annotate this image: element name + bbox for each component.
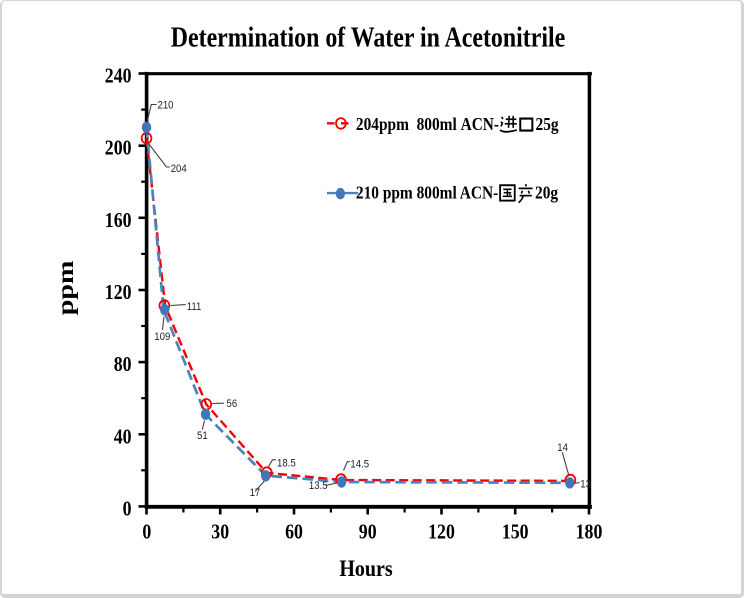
svg-text:14: 14 <box>557 443 568 455</box>
svg-text:Hours: Hours <box>339 556 392 582</box>
svg-text:204: 204 <box>171 163 187 175</box>
svg-text:40: 40 <box>114 425 132 449</box>
svg-text:210: 210 <box>158 100 174 112</box>
svg-text:109: 109 <box>154 331 170 343</box>
svg-text:200: 200 <box>105 136 132 160</box>
svg-text:60: 60 <box>285 520 303 544</box>
svg-text:56: 56 <box>227 398 238 410</box>
svg-text:Determination of Water in Acet: Determination of Water in Acetonitrile <box>171 22 565 53</box>
svg-text:120: 120 <box>428 520 455 544</box>
svg-text:150: 150 <box>502 520 529 544</box>
svg-text:80: 80 <box>114 353 132 377</box>
svg-text:240: 240 <box>105 64 132 88</box>
svg-text:51: 51 <box>197 430 208 442</box>
svg-text:13: 13 <box>580 479 591 491</box>
svg-text:90: 90 <box>359 520 377 544</box>
svg-text:20g: 20g <box>535 182 559 203</box>
svg-text:120: 120 <box>105 281 132 305</box>
svg-text:14.5: 14.5 <box>350 459 369 471</box>
svg-text:204ppm 800ml ACN-: 204ppm 800ml ACN- <box>356 114 499 135</box>
svg-text:18.5: 18.5 <box>277 458 296 470</box>
svg-text:111: 111 <box>187 301 202 313</box>
svg-text:17: 17 <box>250 487 261 499</box>
svg-text:210 ppm 800ml ACN-: 210 ppm 800ml ACN- <box>356 182 499 203</box>
svg-text:13.5: 13.5 <box>309 481 328 493</box>
svg-text:30: 30 <box>211 520 229 544</box>
svg-text:0: 0 <box>142 520 151 544</box>
svg-text:25g: 25g <box>536 114 560 135</box>
svg-text:160: 160 <box>105 208 132 232</box>
svg-text:0: 0 <box>123 497 132 521</box>
svg-text:180: 180 <box>576 520 603 544</box>
svg-text:ppm: ppm <box>52 260 78 315</box>
